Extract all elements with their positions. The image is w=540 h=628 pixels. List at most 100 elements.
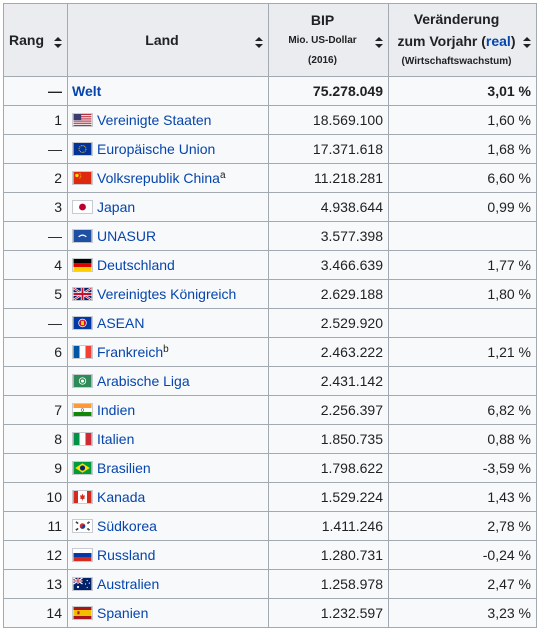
country-link[interactable]: Deutschland <box>97 257 175 273</box>
rank-cell: 1 <box>3 105 68 135</box>
rank-cell: 12 <box>3 540 68 570</box>
land-cell: Russland <box>67 540 269 570</box>
column-header-bip[interactable]: BIP Mio. US-Dollar (2016) <box>268 3 389 77</box>
change-cell: 0,88 % <box>388 424 537 454</box>
table-row: 10 Kanada 1.529.224 1,43 % <box>3 482 537 512</box>
change-cell: 1,80 % <box>388 279 537 309</box>
rank-cell: 7 <box>3 395 68 425</box>
rank-cell: 9 <box>3 453 68 483</box>
land-cell: Australien <box>67 569 269 599</box>
land-cell: Südkorea <box>67 511 269 541</box>
fr-flag-icon[interactable] <box>72 345 93 359</box>
change-cell <box>388 308 537 338</box>
bip-cell: 75.278.049 <box>268 76 389 106</box>
ca-flag-icon[interactable] <box>72 490 93 504</box>
kr-flag-icon[interactable] <box>72 519 93 533</box>
column-header-rang-label: Rang <box>9 32 44 48</box>
country-link[interactable]: Australien <box>97 576 160 592</box>
country-link[interactable]: Arabische Liga <box>97 373 190 389</box>
arableague-flag-icon[interactable] <box>72 374 93 388</box>
footnote-marker[interactable]: b <box>163 344 169 355</box>
column-header-change[interactable]: Veränderung zum Vorjahr (real) (Wirtscha… <box>388 3 537 77</box>
table-row: — Europäische Union 17.371.618 1,68 % <box>3 134 537 164</box>
bip-cell: 1.798.622 <box>268 453 389 483</box>
change-note: (Wirtschaftswachstum) <box>401 56 512 67</box>
sort-arrows-icon[interactable] <box>255 35 263 48</box>
table-header-row: Rang Land BIP Mio. US-Dollar (2016) <box>3 3 537 77</box>
land-cell: Spanien <box>67 598 269 628</box>
country-link[interactable]: Kanada <box>97 489 146 505</box>
gb-flag-icon[interactable] <box>72 287 93 301</box>
country-link[interactable]: Europäische Union <box>97 141 216 157</box>
bip-cell: 17.371.618 <box>268 134 389 164</box>
rank-cell: 11 <box>3 511 68 541</box>
table-body: — Welt 75.278.049 3,01 % 1 Vereinigte Staaten… <box>3 76 537 628</box>
land-cell: Welt <box>67 76 269 106</box>
country-link[interactable]: Südkorea <box>97 518 157 534</box>
country-link[interactable]: UNASUR <box>97 228 157 244</box>
rank-cell: — <box>3 221 68 251</box>
es-flag-icon[interactable] <box>72 606 93 620</box>
land-cell: Japan <box>67 192 269 222</box>
eu-flag-icon[interactable] <box>72 142 93 156</box>
rank-cell: 6 <box>3 337 68 367</box>
bip-cell: 1.411.246 <box>268 511 389 541</box>
in-flag-icon[interactable] <box>72 403 93 417</box>
sort-arrows-icon[interactable] <box>375 35 383 48</box>
country-link[interactable]: Vereinigtes Königreich <box>97 286 237 302</box>
gdp-ranking-table: Rang Land BIP Mio. US-Dollar (2016) <box>3 3 537 628</box>
change-cell: 3,01 % <box>388 76 537 106</box>
rank-cell: 8 <box>3 424 68 454</box>
country-link[interactable]: Volksrepublik China <box>97 170 220 186</box>
country-link[interactable]: ASEAN <box>97 315 145 331</box>
cn-flag-icon[interactable] <box>72 171 93 185</box>
land-cell: Deutschland <box>67 250 269 280</box>
country-link[interactable]: Brasilien <box>97 460 151 476</box>
bip-cell: 2.256.397 <box>268 395 389 425</box>
jp-flag-icon[interactable] <box>72 200 93 214</box>
sort-arrows-icon[interactable] <box>523 35 531 48</box>
ru-flag-icon[interactable] <box>72 548 93 562</box>
bip-cell: 2.431.142 <box>268 366 389 396</box>
bip-cell: 1.529.224 <box>268 482 389 512</box>
change-cell: 1,21 % <box>388 337 537 367</box>
change-cell: 1,68 % <box>388 134 537 164</box>
rank-cell: 5 <box>3 279 68 309</box>
bip-year: (2016) <box>308 55 337 66</box>
bip-cell: 1.850.735 <box>268 424 389 454</box>
sort-arrows-icon[interactable] <box>54 35 62 48</box>
land-cell: Vereinigtes Königreich <box>67 279 269 309</box>
table-row: — ASEAN 2.529.920 <box>3 308 537 338</box>
asean-flag-icon[interactable] <box>72 316 93 330</box>
column-header-land[interactable]: Land <box>67 3 269 77</box>
land-cell: Europäische Union <box>67 134 269 164</box>
country-link[interactable]: Italien <box>97 431 135 447</box>
unasur-flag-icon[interactable] <box>72 229 93 243</box>
table-row: 8 Italien 1.850.735 0,88 % <box>3 424 537 454</box>
de-flag-icon[interactable] <box>72 258 93 272</box>
us-flag-icon[interactable] <box>72 113 93 127</box>
it-flag-icon[interactable] <box>72 432 93 446</box>
rank-cell: 4 <box>3 250 68 280</box>
footnote-marker[interactable]: a <box>219 170 226 181</box>
bip-cell: 2.529.920 <box>268 308 389 338</box>
table-row: 9 Brasilien 1.798.622 -3,59 % <box>3 453 537 483</box>
column-header-rang[interactable]: Rang <box>3 3 68 77</box>
country-link[interactable]: Indien <box>97 402 136 418</box>
country-link[interactable]: Russland <box>97 547 156 563</box>
br-flag-icon[interactable] <box>72 461 93 475</box>
country-link[interactable]: Japan <box>97 199 136 215</box>
real-link[interactable]: real <box>485 33 511 49</box>
change-subtitle: zum Vorjahr (real) <box>394 30 519 52</box>
country-link[interactable]: Spanien <box>97 605 149 621</box>
rank-cell: 3 <box>3 192 68 222</box>
rank-cell <box>3 366 68 396</box>
country-link[interactable]: Vereinigte Staaten <box>97 112 212 128</box>
rank-cell: 10 <box>3 482 68 512</box>
country-link[interactable]: Frankreich <box>97 344 164 360</box>
land-cell: Frankreichb <box>67 337 269 367</box>
country-link[interactable]: Welt <box>72 83 102 99</box>
au-flag-icon[interactable] <box>72 577 93 591</box>
rank-cell: 14 <box>3 598 68 628</box>
change-cell: 1,43 % <box>388 482 537 512</box>
